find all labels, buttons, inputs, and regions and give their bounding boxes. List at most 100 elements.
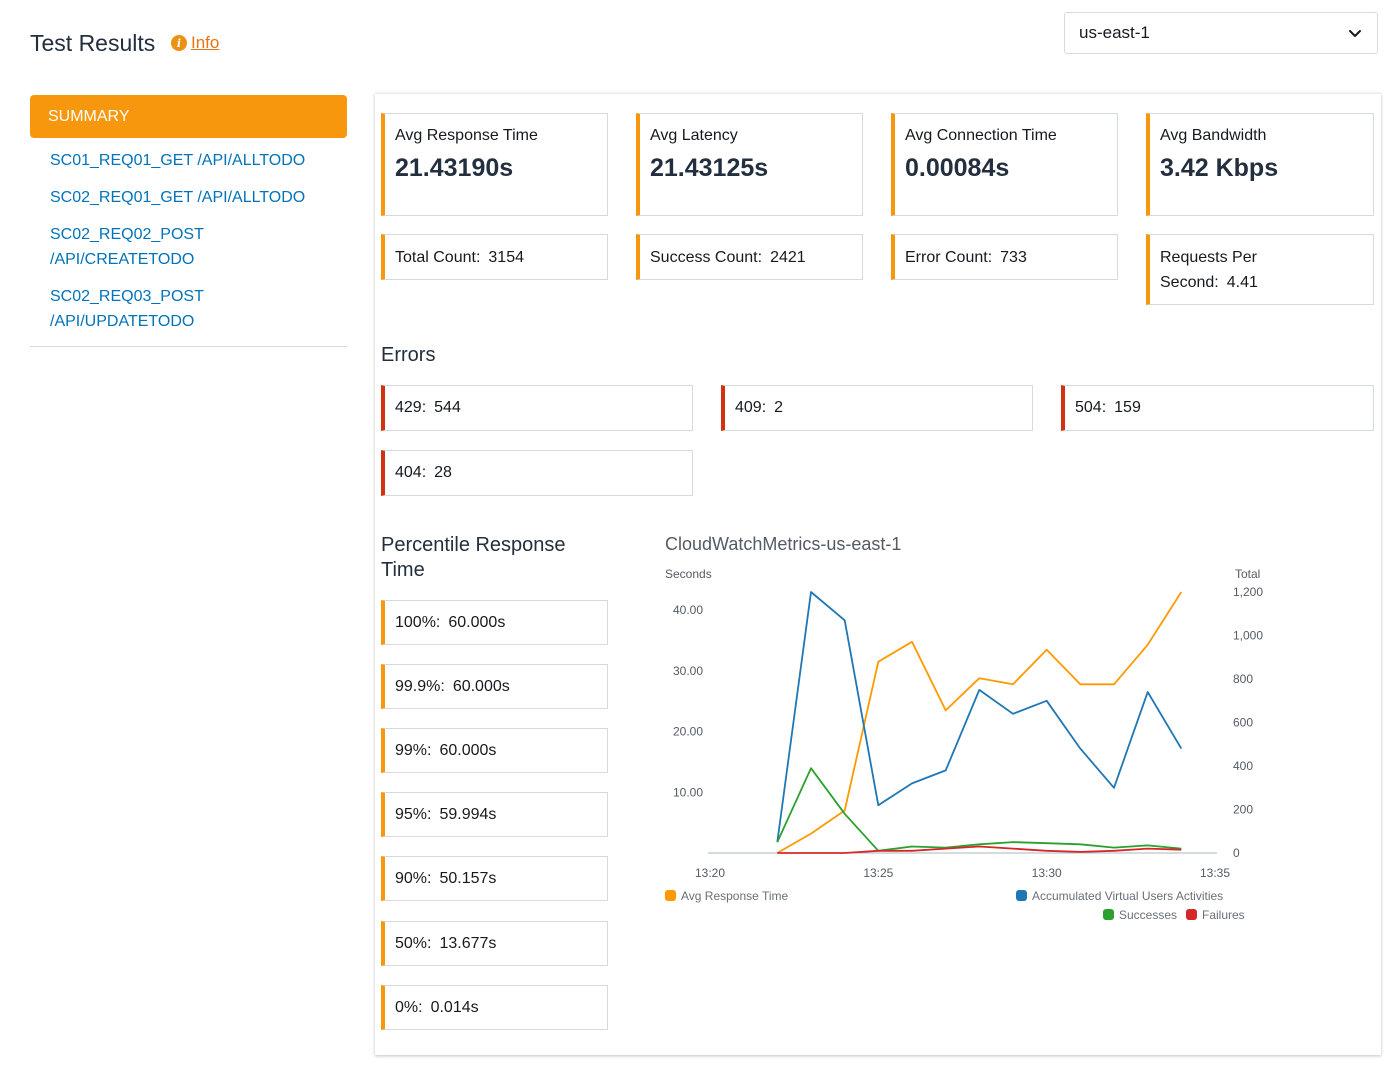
region-select[interactable]: us-east-1 [1064,12,1378,54]
sidebar-item-label: SUMMARY [48,107,130,125]
region-select-value: us-east-1 [1079,23,1150,42]
y-right-tick-label: 400 [1233,759,1253,773]
percentile-title-line-1: Percentile Response [381,534,566,556]
percentile-label: 0%: [395,998,423,1016]
y-left-tick-label: 30.00 [673,664,703,678]
percentile-label: 90%: [395,869,432,887]
error-card-504: 504: 159 [1061,385,1374,431]
x-tick-label: 13:35 [1200,866,1230,880]
metric-card-avg-bandwidth: Avg Bandwidth 3.42 Kbps [1146,113,1374,216]
x-tick-label: 13:20 [695,866,725,880]
percentile-card-100: 100%: 60.000s [381,600,608,645]
percentile-card-99: 99%: 60.000s [381,728,608,773]
y-right-tick-label: 0 [1233,846,1240,860]
metric-value: 21.43190s [395,154,514,182]
sidebar: SUMMARY SC01_REQ01_GET /API/ALLTODO SC02… [30,95,347,347]
count-card-error: Error Count: 733 [891,234,1118,280]
error-code: 404: [395,464,427,481]
legend-failures-label: Failures [1202,908,1245,922]
percentile-card-50: 50%: 13.677s [381,921,608,966]
sidebar-item-sc01-req01-get[interactable]: SC01_REQ01_GET /API/ALLTODO [50,152,306,169]
summary-panel: Avg Response Time 21.43190s Avg Latency … [375,93,1381,1055]
errors-title: Errors [381,344,436,366]
percentile-card-90: 90%: 50.157s [381,856,608,901]
info-link[interactable]: i Info [171,33,219,53]
percentile-label: 95%: [395,805,432,823]
legend-accumulated-virtual-users-swatch [1016,890,1027,901]
legend-avg-response-time-label: Avg Response Time [681,889,788,903]
count-card-total: Total Count: 3154 [381,234,608,280]
info-link-label: Info [191,33,220,52]
error-code: 504: [1075,399,1107,416]
page-title: Test Results [30,30,156,56]
legend-successes-label: Successes [1119,908,1177,922]
sidebar-item-sc02-req01-get[interactable]: SC02_REQ01_GET /API/ALLTODO [50,189,306,206]
sidebar-item-summary[interactable]: SUMMARY [30,95,347,138]
y-left-tick-label: 20.00 [673,725,703,739]
metric-value: 21.43125s [650,154,769,182]
percentile-label: 100%: [395,613,441,631]
cloudwatch-metrics-chart: Seconds Total 10.00 20.00 30.00 40.00 0 200 400 6… [665,567,1263,922]
metric-label: Avg Bandwidth [1160,127,1267,144]
metric-card-avg-connection-time: Avg Connection Time 0.00084s [891,113,1118,216]
y-axis-left-title: Seconds [665,567,712,581]
percentile-value: 59.994s [439,805,497,823]
metric-card-avg-latency: Avg Latency 21.43125s [636,113,863,216]
percentile-card-95: 95%: 59.994s [381,792,608,837]
percentile-value: 60.000s [439,741,497,759]
legend-successes-swatch [1103,909,1114,920]
count-value: 2421 [770,249,806,266]
error-count: 28 [434,464,452,481]
percentile-title-line-2: Time [381,559,425,581]
count-label: Error Count: [905,249,993,266]
percentile-title: Percentile Response Time [381,533,566,583]
series-line-successes [776,767,1182,852]
error-count: 2 [774,399,784,416]
percentile-card-0: 0%: 0.014s [381,985,608,1030]
metric-value: 0.00084s [905,154,1010,182]
percentile-label: 99.9%: [395,677,445,695]
percentile-value: 13.677s [439,934,497,952]
x-tick-label: 13:25 [863,866,893,880]
metric-value: 3.42 Kbps [1160,154,1279,182]
count-card-success: Success Count: 2421 [636,234,863,280]
legend-failures-swatch [1186,909,1197,920]
count-label: Requests Per [1160,249,1257,266]
error-code: 409: [735,399,767,416]
info-icon: i [171,35,187,51]
y-right-tick-label: 1,200 [1233,585,1263,599]
metric-label: Avg Connection Time [905,127,1057,144]
count-value: 733 [1000,249,1027,266]
count-label: Success Count: [650,249,763,266]
count-value: 4.41 [1226,274,1258,291]
y-left-tick-label: 10.00 [673,785,703,799]
legend-avg-response-time-swatch [665,890,676,901]
count-label-2: Second: [1160,274,1219,291]
percentile-label: 50%: [395,934,432,952]
percentile-value: 50.157s [439,869,497,887]
percentile-value: 60.000s [452,677,510,695]
chevron-down-icon [1349,30,1361,37]
sidebar-item-sc02-req03-post[interactable]: SC02_REQ03_POST /API/UPDATETODO [50,288,204,330]
sidebar-item-sc02-req02-post[interactable]: SC02_REQ02_POST /API/CREATETODO [50,226,204,268]
series-line-failures [777,845,1182,854]
y-right-tick-label: 1,000 [1233,629,1263,643]
percentile-label: 99%: [395,741,432,759]
error-card-429: 429: 544 [381,385,693,431]
metric-label: Avg Response Time [395,127,538,144]
series-line-avg-response-time [776,591,1183,854]
y-right-tick-label: 800 [1233,672,1253,686]
percentile-value: 0.014s [430,998,479,1016]
error-code: 429: [395,399,427,416]
x-tick-label: 13:30 [1032,866,1062,880]
series-line-accumulated-virtual-users-activities [776,591,1183,843]
metric-label: Avg Latency [650,127,738,144]
percentile-value: 60.000s [448,613,506,631]
y-right-tick-label: 600 [1233,716,1253,730]
y-right-tick-label: 200 [1233,803,1253,817]
count-value: 3154 [488,249,524,266]
count-label: Total Count: [395,249,481,266]
error-card-404: 404: 28 [381,450,693,496]
error-count: 159 [1114,399,1141,416]
legend-accumulated-virtual-users-label: Accumulated Virtual Users Activities [1032,889,1223,903]
